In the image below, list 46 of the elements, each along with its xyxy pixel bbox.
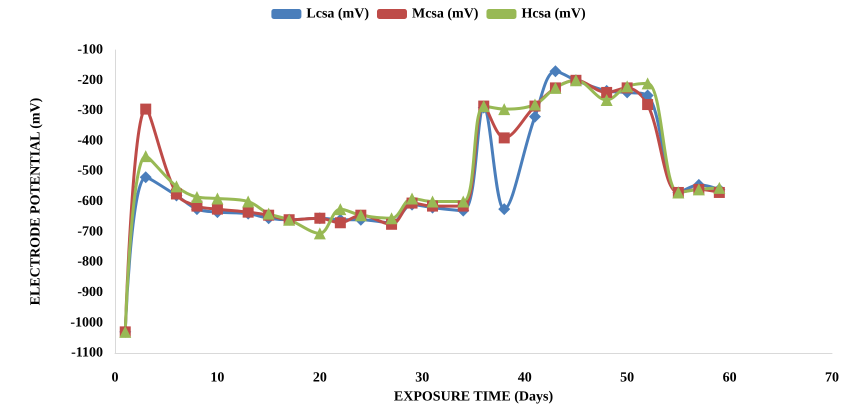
point [140, 150, 152, 162]
point [600, 94, 613, 106]
legend-label: Hcsa (mV) [521, 6, 586, 22]
point [457, 196, 470, 208]
point [334, 203, 346, 216]
y-tick-label: -1000 [70, 315, 103, 330]
point [426, 196, 439, 208]
x-tick-label: 10 [210, 370, 224, 386]
point [528, 110, 541, 123]
y-axis-title: ELECTRODE POTENTIAL (mV) [28, 97, 44, 306]
x-tick-label: 60 [722, 370, 737, 386]
y-tick-label: -700 [77, 224, 103, 240]
x-tick-label: 70 [825, 370, 839, 386]
point [190, 191, 203, 204]
x-tick-label: 20 [312, 370, 327, 386]
x-tick-label: 30 [415, 370, 430, 386]
y-tick-label: -400 [77, 133, 103, 148]
point [170, 180, 182, 192]
y-tick-label: -100 [77, 42, 103, 58]
point [212, 204, 223, 215]
point [498, 103, 510, 116]
y-tick-label: -200 [77, 72, 103, 88]
point [140, 104, 152, 115]
x-tick-label: 50 [620, 370, 634, 386]
legend-label: Lcsa (mV) [306, 6, 370, 22]
point [498, 203, 510, 216]
legend-label: Mcsa (mV) [412, 6, 479, 22]
y-tick-label: -600 [77, 194, 103, 210]
y-tick-label: -300 [77, 103, 103, 118]
point [386, 212, 398, 224]
point [549, 65, 562, 78]
point [406, 192, 418, 205]
y-tick-label: -800 [77, 254, 103, 270]
y-tick-label: -1100 [71, 346, 103, 361]
point [642, 99, 654, 110]
x-tick-label: 0 [112, 370, 118, 386]
y-tick-label: -900 [77, 284, 103, 300]
point [334, 217, 346, 228]
point [314, 227, 326, 240]
y-tick-label: -500 [77, 164, 103, 179]
point [211, 192, 224, 205]
point [498, 132, 510, 144]
point [140, 171, 152, 184]
x-tick-label: 40 [518, 370, 532, 386]
x-axis-title: EXPOSURE TIME (Days) [394, 390, 554, 404]
point [242, 196, 254, 208]
